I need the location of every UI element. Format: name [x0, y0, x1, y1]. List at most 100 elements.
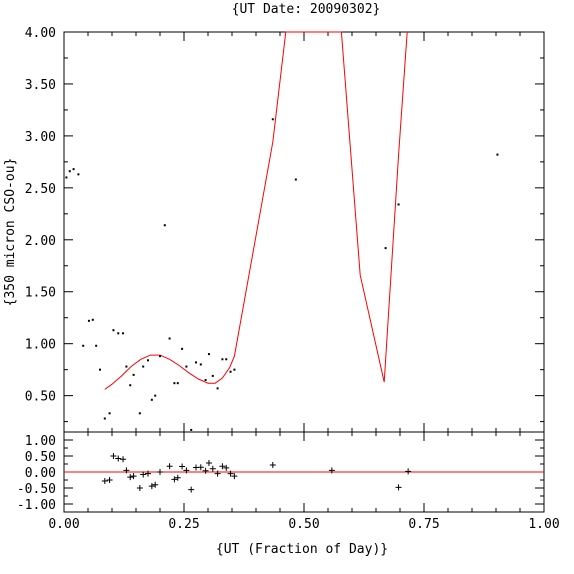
residual-point — [219, 463, 226, 470]
data-point — [185, 365, 188, 368]
data-point — [397, 203, 400, 206]
data-point — [122, 332, 125, 335]
y-tick-label: 2.50 — [25, 182, 56, 197]
data-point — [233, 368, 236, 371]
residual-point — [145, 470, 151, 477]
data-point — [91, 318, 94, 321]
residual-point — [171, 476, 178, 483]
residual-point — [148, 483, 155, 490]
data-point — [129, 384, 132, 387]
data-point — [294, 178, 297, 181]
data-point — [159, 355, 161, 358]
residual-point — [209, 465, 216, 472]
data-point — [163, 224, 166, 227]
data-point — [195, 361, 197, 364]
residual-point — [227, 470, 234, 477]
residual-point — [214, 470, 221, 477]
data-point — [112, 329, 115, 332]
data-point — [68, 170, 71, 173]
y-tick-label: 1.00 — [25, 338, 56, 353]
y-tick-label: 0.50 — [25, 390, 56, 405]
axis-ticks — [63, 31, 545, 512]
data-point — [65, 176, 68, 179]
y-tick-label: 3.50 — [25, 78, 56, 93]
residual-point — [120, 456, 127, 463]
x-tick-label: 0.00 — [48, 517, 79, 532]
chart-title: {UT Date: 20090302} — [232, 2, 381, 17]
residual-point — [395, 484, 402, 491]
data-point — [117, 332, 120, 335]
residual-y-tick-label: 1.00 — [25, 434, 56, 449]
data-point — [225, 358, 228, 361]
residual-point — [269, 461, 276, 468]
residual-point — [183, 467, 190, 474]
x-tick-label: 1.00 — [528, 517, 559, 532]
data-point — [125, 365, 128, 368]
residual-point — [140, 471, 147, 478]
data-point — [176, 382, 179, 385]
data-point — [207, 353, 210, 356]
data-point — [173, 382, 176, 385]
data-point — [72, 168, 75, 171]
data-point — [87, 319, 90, 322]
residual-point — [231, 473, 238, 480]
data-point — [216, 387, 219, 390]
residual-y-tick-label: -0.50 — [17, 482, 56, 497]
residual-point — [130, 473, 137, 480]
data-point — [168, 337, 171, 340]
x-tick-label: 0.25 — [168, 517, 199, 532]
residual-y-tick-label: -1.00 — [17, 498, 56, 513]
y-tick-label: 3.00 — [25, 130, 56, 145]
data-point — [82, 344, 85, 347]
data-point — [199, 363, 202, 366]
data-point — [138, 412, 141, 415]
residual-point — [205, 460, 212, 467]
data-point — [147, 359, 149, 362]
residual-point — [328, 467, 335, 474]
data-point — [142, 365, 145, 368]
data-point — [190, 428, 193, 431]
data-point — [154, 394, 157, 397]
fit-curve — [104, 31, 408, 390]
residual-point — [115, 455, 122, 462]
residual-point — [202, 467, 209, 474]
residual-point — [197, 464, 204, 471]
residual-point — [405, 468, 412, 475]
data-point — [99, 368, 101, 371]
x-tick-labels: 0.00 0.25 0.50 0.75 1.00 — [48, 517, 559, 532]
data-point — [95, 344, 98, 347]
residual-point — [223, 464, 230, 471]
residual-points — [101, 453, 412, 493]
data-points — [65, 118, 499, 431]
y-tick-label: 2.00 — [25, 234, 56, 249]
x-axis-label: {UT (Fraction of Day)} — [216, 542, 388, 557]
residual-point — [123, 467, 130, 474]
data-point — [132, 373, 135, 376]
data-point — [384, 247, 387, 250]
y-axis-label: {350 micron CSO-ou} — [3, 158, 18, 307]
data-point — [181, 347, 184, 350]
residual-point — [188, 486, 195, 493]
data-point — [221, 358, 224, 361]
residual-point — [127, 474, 134, 481]
residual-point — [174, 474, 181, 481]
data-point — [229, 370, 232, 373]
residual-point — [152, 481, 159, 488]
residual-point — [136, 485, 143, 491]
x-tick-label: 0.50 — [288, 517, 319, 532]
data-point — [204, 379, 207, 382]
residual-y-tick-label: 0.50 — [25, 450, 56, 465]
residual-point — [106, 477, 113, 483]
y-tick-label: 1.50 — [25, 286, 56, 301]
data-point — [108, 412, 111, 415]
x-tick-label: 0.75 — [408, 517, 439, 532]
data-point — [150, 398, 153, 401]
data-point — [211, 374, 214, 377]
data-point — [496, 153, 499, 156]
residual-point — [110, 453, 117, 459]
residual-point — [157, 469, 163, 475]
residual-y-tick-labels: 1.000.500.00-0.50-1.00 — [17, 434, 56, 513]
data-point — [77, 173, 80, 176]
main-plot-frame — [63, 31, 545, 433]
